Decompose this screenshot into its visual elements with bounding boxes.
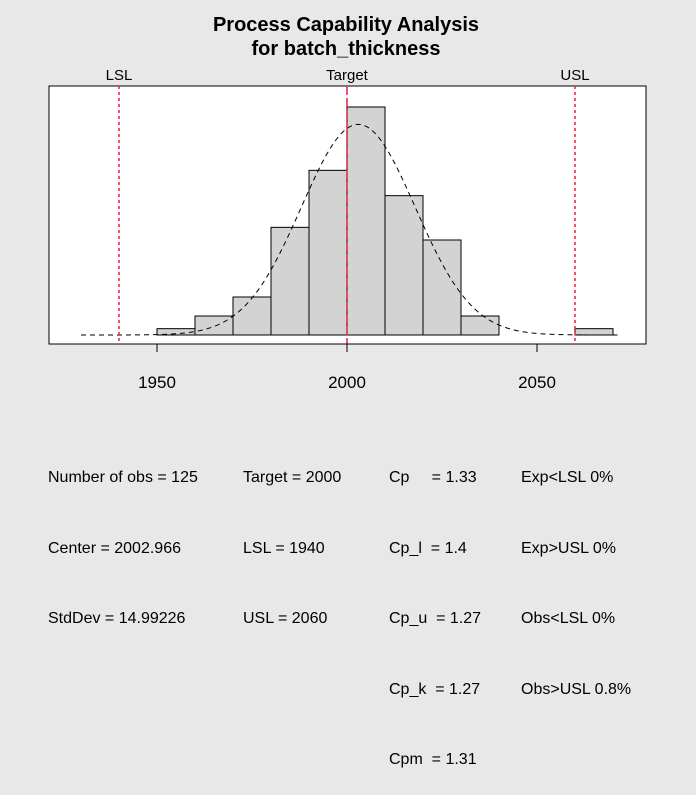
histogram-bar-4	[308, 169, 348, 336]
stat-exp-above-usl: Exp>USL 0%	[521, 539, 617, 557]
histogram-bar-7	[422, 239, 462, 336]
stat-cp: Cp = 1.33	[389, 469, 477, 486]
histogram-bar-3	[270, 226, 310, 336]
stats-column-observations: Number of obs = 125 Center = 2002.966 St…	[48, 419, 198, 654]
histogram-bars	[156, 106, 614, 336]
stat-exp-below-lsl: Exp<LSL 0%	[521, 469, 614, 486]
histogram-bar-6	[384, 195, 424, 336]
stat-obs-above-usl: Obs>USL 0.8%	[521, 680, 632, 698]
stat-cp-u: Cp_u = 1.27	[389, 610, 482, 627]
stat-obs-below-lsl: Obs<LSL 0%	[521, 610, 616, 627]
capability-chart: Process Capability Analysis for batch_th…	[48, 14, 647, 392]
stat-cp-k: Cp_k = 1.27	[389, 680, 481, 698]
stats-column-indices: Cp = 1.33 Cp_l = 1.4 Cp_u = 1.27 Cp_k = …	[389, 419, 481, 795]
stats-column-proportions: Exp<LSL 0% Exp>USL 0% Obs<LSL 0% Obs>USL…	[521, 419, 631, 725]
stat-cp-l: Cp_l = 1.4	[389, 539, 467, 557]
x-axis: 1950 2000 2050	[138, 343, 556, 392]
normal-density-curve	[81, 123, 621, 336]
histogram-bar-11	[574, 328, 614, 336]
spec-limits: LSL Target USL	[106, 67, 590, 344]
stat-cpm: Cpm = 1.31	[389, 751, 477, 768]
stat-stddev: StdDev = 14.99226	[48, 610, 186, 627]
histogram-bar-1	[194, 315, 234, 336]
stat-usl: USL = 2060	[243, 610, 328, 627]
usl-label: USL	[560, 67, 589, 84]
stat-center: Center = 2002.966	[48, 539, 181, 557]
histogram-bar-8	[460, 315, 500, 336]
stats-column-specs: Target = 2000 LSL = 1940 USL = 2060	[243, 419, 341, 654]
stat-number-of-obs: Number of obs = 125	[48, 469, 198, 486]
histogram-bar-5	[346, 106, 386, 336]
chart-subtitle: for batch_thickness	[252, 38, 441, 60]
x-tick-label-1950: 1950	[138, 373, 176, 392]
histogram-bar-2	[232, 296, 272, 336]
lsl-label: LSL	[106, 67, 133, 84]
chart-title: Process Capability Analysis	[213, 14, 479, 36]
x-tick-label-2050: 2050	[518, 373, 556, 392]
stat-target: Target = 2000	[243, 469, 342, 486]
stat-lsl: LSL = 1940	[243, 539, 325, 557]
x-tick-label-2000: 2000	[328, 373, 366, 392]
target-label: Target	[326, 67, 369, 84]
